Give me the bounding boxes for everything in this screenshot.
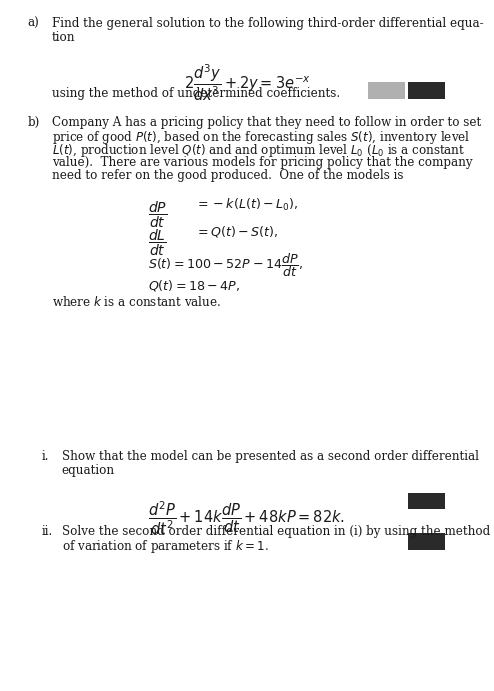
Text: $2\dfrac{d^3y}{dx^3} + 2y = 3e^{-x}$: $2\dfrac{d^3y}{dx^3} + 2y = 3e^{-x}$ (184, 62, 310, 103)
Text: Show that the model can be presented as a second order differential: Show that the model can be presented as … (62, 450, 479, 463)
Text: a): a) (27, 17, 39, 30)
Text: $L(t)$, production level $Q(t)$ and and optimum level $L_0$ ($L_0$ is a constant: $L(t)$, production level $Q(t)$ and and … (52, 142, 465, 160)
Bar (408, 82, 445, 99)
Text: Find the general solution to the following third-order differential equa-: Find the general solution to the followi… (52, 17, 484, 30)
Text: need to refer on the good produced.  One of the models is: need to refer on the good produced. One … (52, 169, 404, 182)
Text: $S(t) = 100 - 52P - 14\dfrac{dP}{dt},$: $S(t) = 100 - 52P - 14\dfrac{dP}{dt},$ (148, 252, 303, 279)
Text: $\dfrac{dP}{dt}$: $\dfrac{dP}{dt}$ (148, 200, 167, 230)
Text: $\dfrac{dL}{dt}$: $\dfrac{dL}{dt}$ (148, 227, 167, 258)
Text: $Q(t) = 18 - 4P,$: $Q(t) = 18 - 4P,$ (148, 278, 241, 292)
Text: price of good $P(t)$, based on the forecasting sales $S(t)$, inventory level: price of good $P(t)$, based on the forec… (52, 129, 470, 146)
Text: $\dfrac{d^2P}{dt^2} + 14k\dfrac{dP}{dt} + 48kP = 82k.$: $\dfrac{d^2P}{dt^2} + 14k\dfrac{dP}{dt} … (149, 499, 345, 537)
Text: equation: equation (62, 464, 115, 477)
Bar (408, 533, 445, 549)
Text: Company A has a pricing policy that they need to follow in order to set: Company A has a pricing policy that they… (52, 115, 481, 129)
Text: using the method of undetermined coefficients.: using the method of undetermined coeffic… (52, 87, 340, 100)
Text: b): b) (27, 115, 40, 129)
Text: tion: tion (52, 31, 76, 44)
Text: where $k$ is a constant value.: where $k$ is a constant value. (52, 295, 221, 309)
Bar (408, 493, 445, 509)
Text: Solve the second order differential equation in (i) by using the method: Solve the second order differential equa… (62, 524, 490, 538)
Text: of variation of parameters if $k = 1$.: of variation of parameters if $k = 1$. (62, 538, 269, 555)
Text: $= -k(L(t) - L_0),$: $= -k(L(t) - L_0),$ (195, 197, 298, 213)
Text: $= Q(t) - S(t),$: $= Q(t) - S(t),$ (195, 225, 279, 239)
Text: i.: i. (42, 450, 49, 463)
Text: ii.: ii. (42, 524, 53, 538)
Text: value).  There are various models for pricing policy that the company: value). There are various models for pri… (52, 156, 472, 169)
Bar (368, 82, 405, 99)
